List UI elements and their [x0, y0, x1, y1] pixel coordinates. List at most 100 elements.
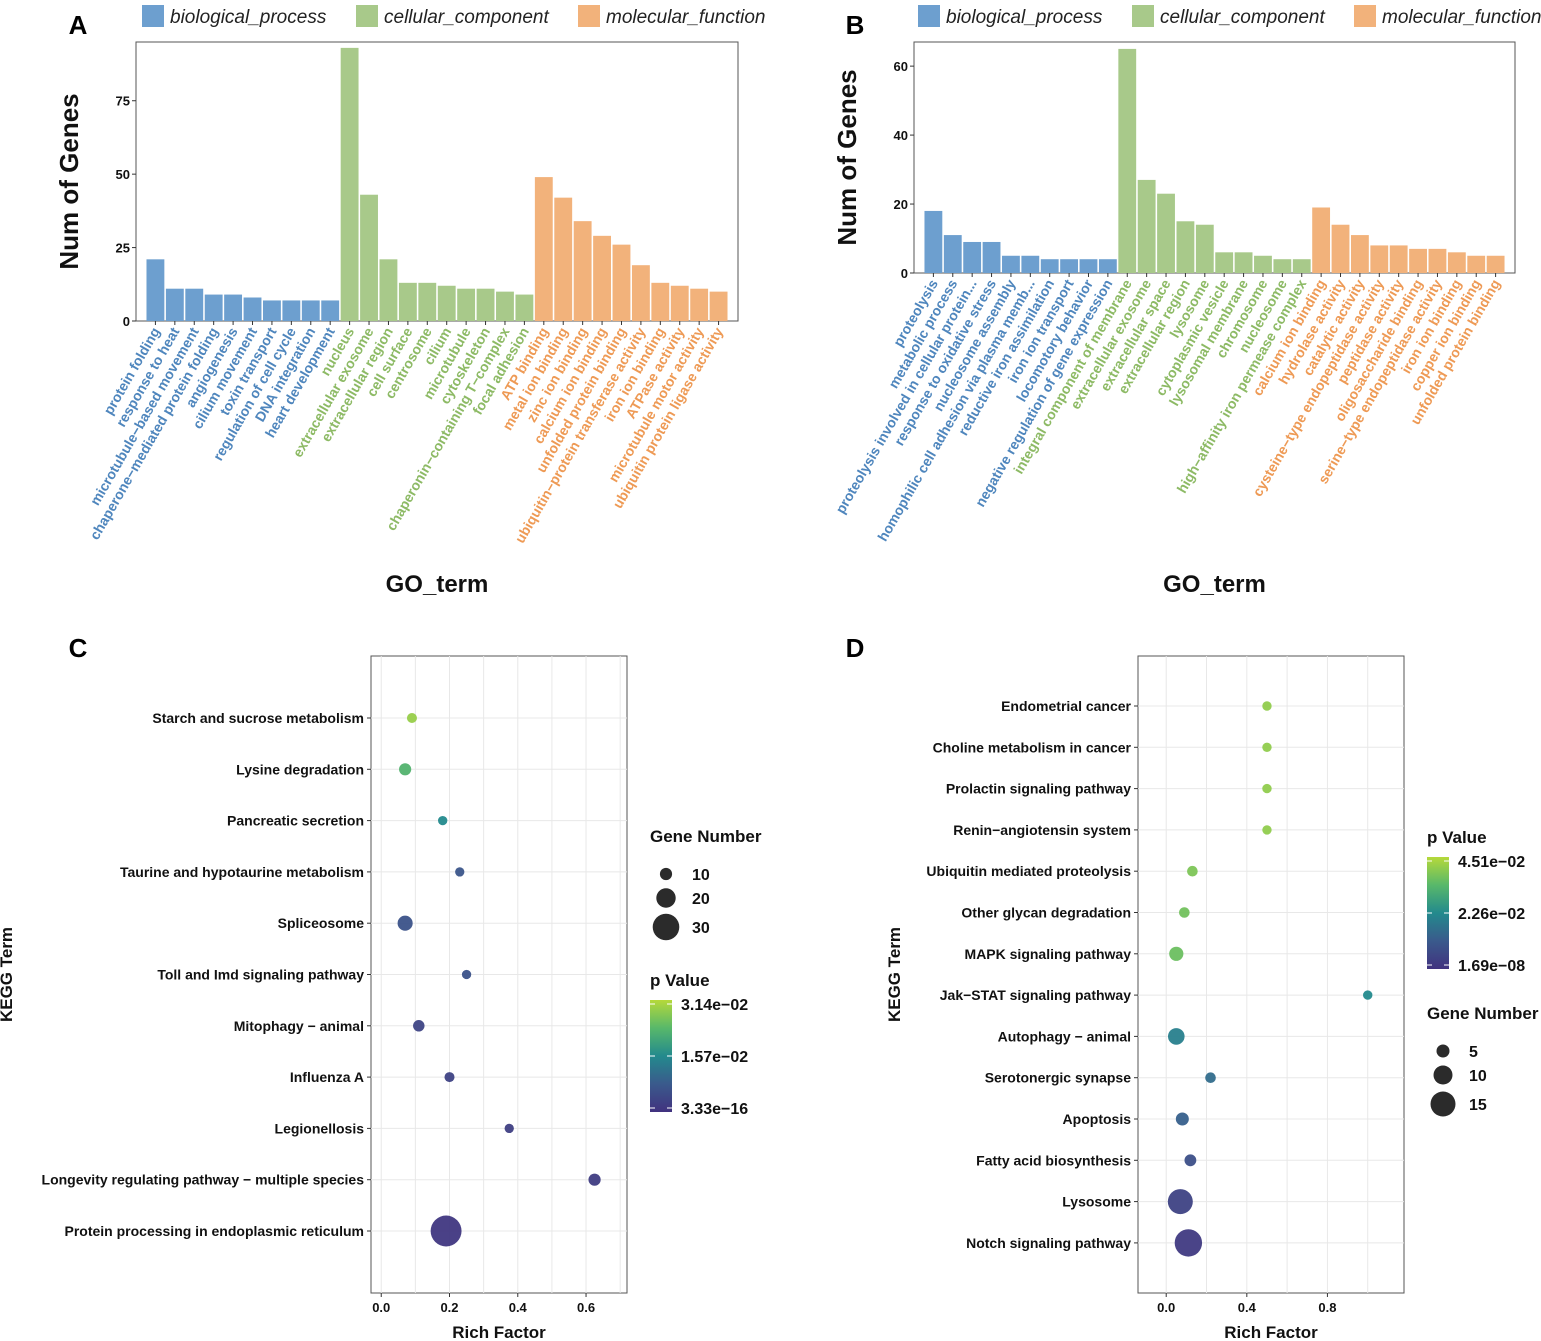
size-legend-circle [1430, 1091, 1456, 1117]
y-tick-label: Starch and sucrose metabolism [152, 710, 364, 726]
color-legend-title: p Value [1427, 828, 1487, 847]
legend-swatch-cellular_component [356, 5, 378, 27]
bubble-point [588, 1173, 601, 1186]
bar-cellular_component [398, 282, 417, 321]
bubble-point [444, 1072, 455, 1083]
bar-cellular_component [457, 288, 476, 321]
bar-biological_process [243, 297, 262, 321]
y-tick-label: Renin−angiotensin system [953, 822, 1131, 838]
y-axis-title: Num of Genes [832, 69, 862, 245]
bar-molecular_function [1350, 235, 1369, 273]
y-tick-label: 0 [901, 266, 908, 281]
panel-letter: D [846, 633, 865, 663]
y-tick-label: MAPK signaling pathway [965, 946, 1132, 962]
bubble-point [504, 1123, 514, 1134]
bar-biological_process [1079, 259, 1098, 273]
size-legend-label: 10 [692, 867, 710, 884]
bar-molecular_function [612, 244, 631, 321]
bar-cellular_component [360, 194, 378, 321]
legend-label-cellular_component: cellular_component [384, 7, 549, 28]
y-tick-label: Taurine and hypotaurine metabolism [120, 864, 364, 880]
bar-biological_process [321, 300, 340, 321]
panel-c-kegg-bubble-chart: C 0.0 0.2 0.4 0.6 Starch and sucrose metaboli… [0, 633, 762, 1341]
y-tick-label: 0 [123, 314, 130, 329]
bar-molecular_function [1486, 255, 1505, 273]
legend-swatch-molecular_function [1354, 5, 1376, 27]
x-axis-title: GO_term [1163, 571, 1266, 598]
legend-label-biological_process: biological_process [946, 7, 1103, 28]
y-tick-label: 25 [116, 241, 130, 256]
bubble-point [413, 1020, 425, 1032]
bar-biological_process [1098, 259, 1117, 273]
size-legend-label: 20 [692, 891, 710, 908]
bar-cellular_component [496, 291, 514, 321]
bubble-point [406, 712, 417, 724]
bar-biological_process [963, 241, 982, 273]
bubble-point [455, 867, 465, 877]
y-tick-label: Prolactin signaling pathway [946, 781, 1131, 797]
x-tick-label: 0.4 [1238, 1300, 1257, 1315]
legend-swatch-cellular_component [1132, 5, 1154, 27]
bar-biological_process [1040, 259, 1059, 273]
y-tick-label: Legionellosis [275, 1120, 365, 1136]
bubble-point [461, 969, 472, 980]
x-tick-label: 0.0 [1157, 1300, 1175, 1315]
y-tick-label: Ubiquitin mediated proteolysis [926, 863, 1131, 879]
bar-biological_process [204, 294, 223, 321]
bar-cellular_component [379, 259, 398, 321]
bar-cellular_component [437, 285, 456, 321]
bubble-point [1169, 946, 1184, 961]
bar-molecular_function [709, 291, 728, 321]
plot-frame [913, 41, 1516, 274]
y-tick-label: Apoptosis [1063, 1111, 1132, 1127]
y-tick-label: Mitophagy − animal [234, 1018, 364, 1034]
bar-biological_process [282, 300, 301, 321]
bar-molecular_function [1409, 248, 1427, 273]
bar-cellular_component [515, 294, 534, 321]
bubble-point [1179, 907, 1190, 918]
color-legend-label: 2.26e−02 [1458, 906, 1525, 923]
plot-frame [1137, 655, 1405, 1294]
size-legend-circle [1436, 1044, 1450, 1058]
bar-molecular_function [554, 197, 573, 321]
bar-biological_process [1060, 259, 1079, 273]
color-legend-title: p Value [650, 971, 710, 990]
bubble-point [399, 763, 412, 776]
bar-molecular_function [1428, 248, 1447, 273]
bar-biological_process [301, 300, 320, 321]
size-legend-label: 30 [692, 920, 710, 937]
bubble-point [438, 815, 448, 826]
bar-biological_process [982, 241, 1001, 273]
x-axis-title: GO_term [386, 571, 489, 598]
size-legend-circle [1433, 1065, 1453, 1085]
bar-cellular_component [1118, 48, 1137, 273]
bar-biological_process [943, 235, 962, 273]
size-legend-circle [659, 867, 673, 881]
bubble-point [1262, 701, 1272, 711]
bubble-point [397, 915, 413, 931]
bar-biological_process [1002, 255, 1020, 273]
bubble-point [1175, 1112, 1189, 1126]
bar-cellular_component [418, 282, 437, 321]
bar-molecular_function [690, 288, 709, 321]
legend-label-molecular_function: molecular_function [606, 7, 765, 28]
y-tick-label: Lysosome [1062, 1194, 1131, 1210]
bar-molecular_function [1331, 224, 1350, 273]
y-tick-label: Choline metabolism in cancer [933, 739, 1132, 755]
y-tick-label: 20 [894, 197, 908, 212]
color-legend-bar [650, 1000, 672, 1112]
x-axis-title: Rich Factor [1224, 1323, 1318, 1341]
size-legend-label: 15 [1469, 1097, 1487, 1114]
y-tick-label: Other glycan degradation [961, 905, 1131, 921]
bubble-point [1205, 1072, 1216, 1083]
bubble-point [1363, 990, 1373, 1000]
size-legend-title: Gene Number [1427, 1004, 1539, 1023]
panel-letter: C [69, 633, 88, 663]
bar-molecular_function [1389, 245, 1408, 273]
bar-molecular_function [1467, 255, 1486, 273]
bubble-point [1262, 783, 1272, 794]
size-legend-label: 5 [1469, 1044, 1478, 1061]
bubble-point [1167, 1189, 1193, 1215]
y-tick-label: Lysine degradation [236, 761, 364, 777]
